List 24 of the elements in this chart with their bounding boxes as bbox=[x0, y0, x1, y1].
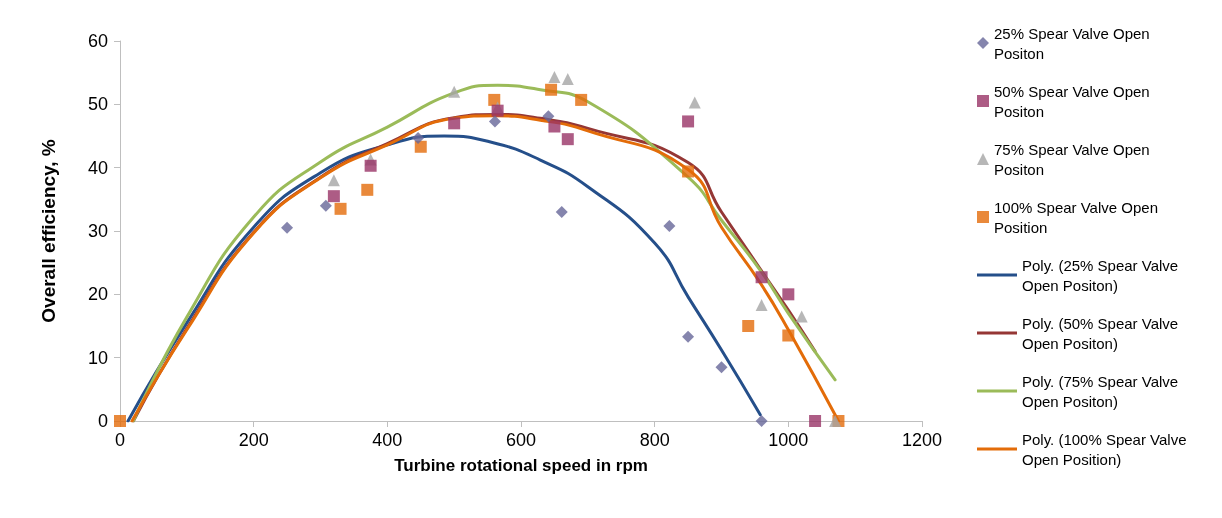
legend-label: Poly. (50% Spear Valve Open Positon) bbox=[1022, 314, 1183, 352]
x-tick-label: 600 bbox=[505, 430, 537, 450]
x-axis-title: Turbine rotational speed in rpm bbox=[394, 456, 648, 475]
y-tick-label: 30 bbox=[87, 221, 108, 241]
x-tick-label: 800 bbox=[639, 430, 670, 450]
y-tick-label: 10 bbox=[87, 347, 108, 368]
y-tick-label: 20 bbox=[87, 284, 108, 305]
x-tick-label: 1200 bbox=[901, 430, 943, 450]
legend-label: 50% Spear Valve Open Positon bbox=[994, 82, 1154, 120]
legend-label: Poly. (75% Spear Valve Open Positon) bbox=[1022, 372, 1183, 410]
y-tick-label: 60 bbox=[87, 31, 108, 51]
legend-label: 100% Spear Valve Open Position bbox=[994, 198, 1163, 236]
y-tick-label: 0 bbox=[97, 411, 108, 431]
legend-label: Poly. (25% Spear Valve Open Positon) bbox=[1022, 256, 1183, 294]
y-axis-title: Overall efficiency, % bbox=[38, 139, 59, 323]
y-tick-label: 40 bbox=[87, 157, 108, 178]
y-tick-label: 50 bbox=[87, 94, 108, 115]
legend-label: 25% Spear Valve Open Positon bbox=[994, 24, 1154, 62]
legend-label: 75% Spear Valve Open Positon bbox=[994, 140, 1154, 178]
x-tick-label: 200 bbox=[238, 430, 269, 450]
legend-label: Poly. (100% Spear Valve Open Position) bbox=[1022, 430, 1191, 468]
x-tick-label: 1000 bbox=[768, 430, 809, 450]
x-tick-label: 400 bbox=[372, 430, 403, 450]
x-tick-label: 0 bbox=[114, 430, 126, 450]
